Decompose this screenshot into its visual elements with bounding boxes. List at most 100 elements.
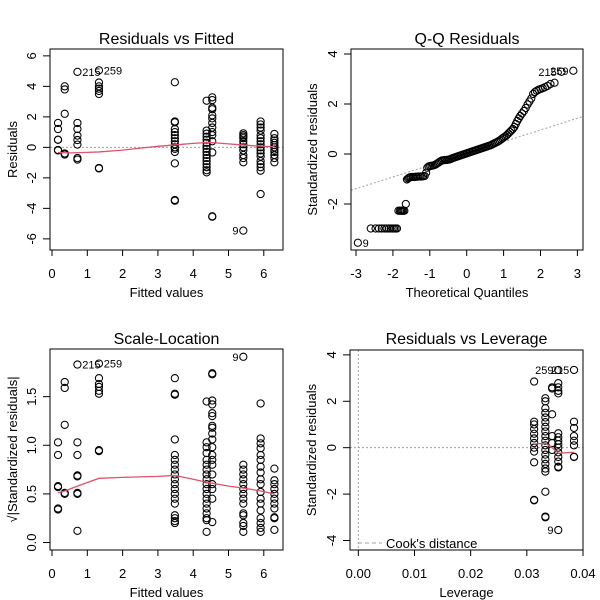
data-point (60, 377, 69, 387)
data-point (256, 140, 265, 149)
data-point (60, 85, 69, 94)
data-point (270, 129, 279, 139)
data-point (239, 518, 248, 528)
y-tick-label: 0 (325, 150, 340, 157)
data-point (94, 164, 104, 173)
data-point (256, 160, 265, 169)
data-point (202, 129, 211, 138)
data-point (541, 418, 550, 427)
data-point (202, 460, 211, 469)
y-tick-label: 2 (324, 398, 339, 405)
x-tick-label: -3 (350, 266, 362, 281)
data-point (170, 480, 179, 489)
data-point (554, 383, 563, 392)
data-point (202, 156, 211, 166)
point-label: 9 (232, 226, 238, 238)
y-tick-label: -2 (324, 488, 339, 500)
point-label: 259 (104, 65, 122, 77)
data-point (256, 163, 265, 172)
data-point (530, 443, 539, 452)
x-tick-label: 1 (84, 266, 91, 281)
data-point (541, 487, 550, 496)
data-point (94, 446, 104, 456)
data-point (170, 494, 179, 503)
data-point (239, 226, 248, 235)
data-point (94, 359, 104, 368)
point-label: 9 (547, 525, 553, 537)
panel-title: Residuals vs Fitted (99, 31, 234, 48)
data-point (541, 464, 550, 473)
data-point (73, 140, 82, 149)
data-point (170, 484, 179, 494)
data-point (208, 118, 217, 128)
data-point (170, 518, 179, 528)
data-point (554, 440, 563, 449)
data-point (208, 429, 217, 438)
y-tick-label: -4 (324, 535, 339, 547)
data-point (73, 124, 82, 134)
data-point (73, 450, 82, 460)
smooth-line (534, 442, 575, 454)
y-tick-label: 4 (324, 351, 339, 358)
data-point (371, 224, 380, 233)
data-point (530, 429, 539, 438)
data-point (202, 455, 211, 464)
data-point (170, 159, 179, 168)
panel-title: Scale-Location (114, 331, 220, 348)
data-point (94, 86, 104, 96)
data-point (53, 505, 63, 514)
data-point (202, 475, 211, 484)
data-point (94, 374, 104, 383)
data-point (60, 150, 69, 159)
data-point (239, 158, 248, 167)
data-point (270, 489, 279, 499)
data-point (541, 422, 550, 431)
data-point (170, 78, 179, 87)
data-point (270, 480, 279, 489)
data-point (208, 93, 217, 102)
data-point (569, 452, 579, 462)
data-point (94, 66, 104, 75)
panel-title: Residuals vs Leverage (386, 331, 548, 348)
data-point (256, 506, 265, 515)
data-point (550, 78, 559, 87)
point-label: 259 (550, 66, 568, 78)
data-point (208, 470, 217, 479)
data-point (270, 147, 279, 157)
data-point (239, 352, 248, 361)
data-point (202, 132, 211, 141)
data-point (73, 135, 82, 145)
data-point (569, 441, 579, 450)
data-point (170, 127, 179, 137)
x-tick-label: 1 (84, 566, 91, 581)
data-point (73, 155, 82, 164)
x-tick-label: 2 (119, 566, 126, 581)
data-point (53, 124, 63, 134)
data-point (202, 465, 211, 474)
point-label: 215 (82, 67, 100, 79)
data-point (208, 423, 217, 432)
data-point (547, 410, 557, 419)
data-point (170, 124, 179, 134)
data-point (170, 489, 179, 499)
data-point (239, 465, 248, 474)
data-point (541, 450, 550, 459)
x-tick-label: 5 (225, 266, 232, 281)
y-tick-label: 0 (324, 444, 339, 451)
data-point (208, 127, 217, 137)
data-point (270, 484, 279, 494)
data-point (202, 168, 211, 177)
x-tick-label: 0 (48, 566, 55, 581)
data-point (541, 467, 550, 476)
y-tick-label: 0 (24, 144, 39, 151)
data-point (270, 476, 279, 485)
y-tick-label: 0.5 (24, 485, 39, 503)
data-point (170, 196, 179, 205)
point-label: 215 (538, 67, 556, 79)
data-point (239, 489, 248, 499)
y-tick-label: 1.0 (24, 436, 39, 454)
data-point (569, 431, 579, 441)
legend: Cook's distance (358, 536, 477, 551)
x-tick-label: 3 (154, 266, 161, 281)
